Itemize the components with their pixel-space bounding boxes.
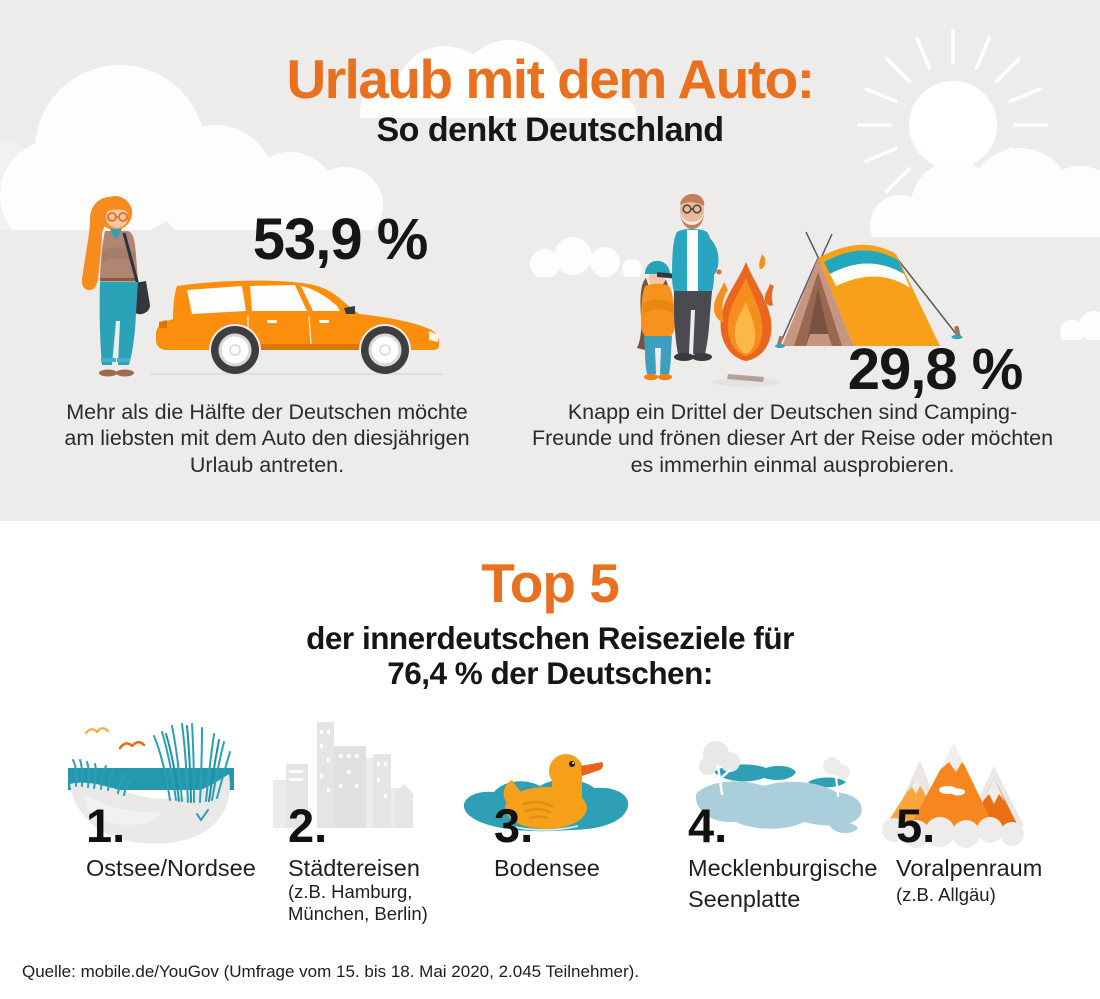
destination-label: Bodensee [494,855,600,881]
rank-number: 2. [288,799,328,852]
destination-label: Mecklenburgische Seenplatte [688,855,878,912]
sky-decorations [0,0,1100,521]
camping-description: Knapp ein Drittel der Deutschen sind Cam… [505,399,1080,478]
tent-icon [775,231,963,348]
car-percentage: 53,9 % [252,207,429,272]
duck-body [503,754,604,829]
rubber-duck-icon [463,754,629,835]
camping-description-line: Knapp ein Drittel der Deutschen sind Cam… [567,400,1018,424]
alpine-mountains-icon [882,744,1024,848]
camping-description-line: es immerhin einmal ausprobieren. [630,452,955,477]
cloud-under-sun [870,148,1100,237]
cloud-title [360,40,637,118]
top5-subtitle-line1: der innerdeutschen Reiseziele für [306,620,794,656]
lake-trees [699,741,850,798]
campfire-icon [712,254,780,387]
cloud-small-right [1060,311,1100,340]
top5-subtitle-line2: 76,4 % der Deutschen: [387,655,713,691]
camping-percentage: 29,8 % [847,337,1024,402]
ground-line [150,373,443,375]
destination-label: Städtereisen [288,855,420,881]
girl-figure [637,260,677,381]
rank-number: 5. [896,799,936,852]
page-subtitle: So denkt Deutschland [376,111,724,149]
destination-label: Voralpenraum [896,855,1043,881]
lake-district-icon [695,741,862,834]
man-figure [672,194,719,361]
rank-number: 1. [86,799,126,852]
top5-title: Top 5 [481,552,620,614]
source-attribution: Quelle: mobile.de/YouGov (Umfrage vom 15… [22,962,640,981]
camping-scene-illustration [637,194,963,387]
destination-sublabel: (z.B. Allgäu) [896,884,996,905]
destination-label: Ostsee/Nordsee [86,855,256,881]
car-description-line: Urlaub antreten. [189,452,345,477]
woman-illustration [81,196,150,377]
hero-section: Urlaub mit dem Auto: So denkt Deutschlan… [0,0,1100,521]
page-title: Urlaub mit dem Auto: [286,48,815,110]
car-description: Mehr als die Hälfte der Deutschen möchte… [48,399,486,478]
city-skyline-icon [273,722,415,828]
rank-number: 4. [688,799,728,852]
cloud-small-middle [530,237,642,277]
car-front-wheel [361,326,409,374]
car-rear-wheel [211,326,259,374]
car-description-line: am liebsten mit dem Auto den diesjährige… [64,426,470,451]
destination-sublabel: (z.B. Hamburg, München, Berlin) [288,881,428,924]
cloud-left [0,65,383,230]
coast-dunes-icon [68,723,234,844]
car-illustration [156,280,439,374]
car-description-line: Mehr als die Hälfte der Deutschen möchte [66,400,468,424]
rank-number: 3. [494,799,534,852]
camping-description-line: Freunde und frönen dieser Art der Reise … [531,426,1054,451]
